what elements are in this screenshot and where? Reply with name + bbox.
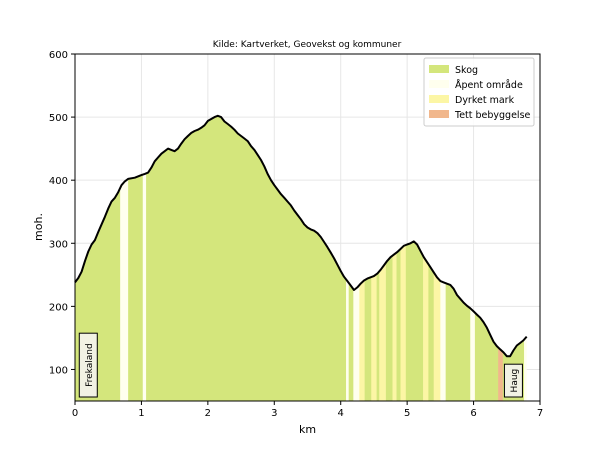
land-cover-band xyxy=(392,115,397,401)
land-cover-band xyxy=(396,115,401,401)
legend-label: Skog xyxy=(455,65,478,76)
y-tick-label: 500 xyxy=(49,113,68,124)
y-tick-label: 400 xyxy=(49,176,68,187)
x-tick-label: 0 xyxy=(72,408,78,419)
legend-label: Dyrket mark xyxy=(455,95,515,106)
legend-item: Tett bebyggelse xyxy=(429,110,531,121)
annotation-label: Frekaland xyxy=(85,343,95,387)
legend-swatch xyxy=(429,65,449,73)
place-annotation: Haug xyxy=(503,363,523,398)
annotation-box xyxy=(78,332,98,398)
y-axis: 100 200 300 400 500 600 xyxy=(49,50,75,376)
legend-swatch xyxy=(429,95,449,103)
legend-swatch xyxy=(429,80,449,88)
legend-label: Åpent område xyxy=(455,79,523,91)
annotation-label: Haug xyxy=(510,369,520,393)
plot-frame xyxy=(74,53,541,402)
x-tick-label: 5 xyxy=(404,408,410,419)
place-annotations: Frekaland Haug xyxy=(78,332,523,398)
y-tick-label: 100 xyxy=(49,365,68,376)
x-tick-label: 3 xyxy=(271,408,277,419)
x-axis-label: km xyxy=(299,423,316,436)
annotation-box xyxy=(503,363,523,398)
x-tick-label: 2 xyxy=(205,408,211,419)
legend: Skog Åpent område Dyrket mark Tett bebyggel… xyxy=(423,57,535,127)
land-cover-band xyxy=(142,115,147,401)
land-cover-band xyxy=(400,115,407,401)
y-tick-label: 200 xyxy=(49,302,68,313)
legend-item: Dyrket mark xyxy=(429,95,515,106)
y-tick-label: 300 xyxy=(49,239,68,250)
elevation-profile-line xyxy=(74,114,528,358)
x-axis: 0 1 2 3 4 5 6 7 xyxy=(72,401,543,419)
legend-box xyxy=(423,57,535,127)
land-cover-band xyxy=(120,115,129,401)
x-tick-label: 4 xyxy=(338,408,344,419)
x-tick-label: 6 xyxy=(470,408,476,419)
legend-item: Åpent område xyxy=(429,79,523,91)
chart-title: Kilde: Kartverket, Geovekst og kommuner xyxy=(213,40,402,50)
y-tick-label: 600 xyxy=(49,50,68,61)
legend-label: Tett bebyggelse xyxy=(454,110,531,121)
land-cover-band xyxy=(128,115,144,401)
x-tick-label: 1 xyxy=(138,408,144,419)
legend-item: Skog xyxy=(429,65,478,76)
place-annotation: Frekaland xyxy=(78,332,98,398)
y-axis-label: moh. xyxy=(32,213,45,241)
legend-swatch xyxy=(429,110,449,118)
x-tick-label: 7 xyxy=(537,408,543,419)
